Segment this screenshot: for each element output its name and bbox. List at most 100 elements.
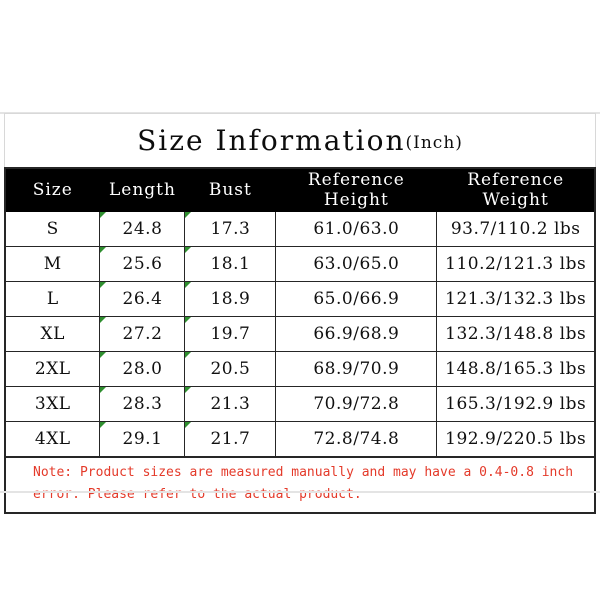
- table-row: S 24.8 17.3 61.0/63.0 93.7/110.2 lbs: [4, 211, 596, 247]
- cell-value: 18.9: [210, 289, 251, 309]
- cell-reference-weight: 110.2/121.3 lbs: [436, 246, 596, 282]
- table-row: M 25.6 18.1 63.0/65.0 110.2/121.3 lbs: [4, 246, 596, 282]
- cell-reference-weight: 121.3/132.3 lbs: [436, 281, 596, 317]
- header-reference-height: Reference Height: [275, 167, 438, 212]
- note-line: Note: Product sizes are measured manuall…: [33, 465, 574, 480]
- cell-reference-weight: 148.8/165.3 lbs: [436, 351, 596, 387]
- header-length: Length: [99, 167, 186, 212]
- note-box: Note: Product sizes are measured manuall…: [4, 458, 596, 514]
- excel-flag-icon: [185, 422, 192, 428]
- cell-reference-height: 68.9/70.9: [275, 351, 438, 387]
- cell-bust: 21.3: [184, 386, 277, 422]
- cell-value: 66.9/68.9: [313, 324, 400, 344]
- cell-length: 28.0: [99, 351, 186, 387]
- table-header-row: Size Length Bust Reference Height Reference …: [4, 167, 596, 212]
- cell-reference-height: 65.0/66.9: [275, 281, 438, 317]
- cell-reference-height: 61.0/63.0: [275, 211, 438, 247]
- cell-length: 25.6: [99, 246, 186, 282]
- cell-value: 93.7/110.2 lbs: [450, 219, 581, 239]
- cell-value: XL: [40, 324, 65, 344]
- cell-value: 4XL: [34, 429, 71, 449]
- chart-title: Size Information (Inch): [4, 113, 596, 167]
- excel-flag-icon: [185, 212, 192, 218]
- cell-value: 110.2/121.3 lbs: [445, 254, 587, 274]
- cell-bust: 19.7: [184, 316, 277, 352]
- cell-length: 28.3: [99, 386, 186, 422]
- cell-value: 18.1: [210, 254, 251, 274]
- table-row: 3XL 28.3 21.3 70.9/72.8 165.3/192.9 lbs: [4, 386, 596, 422]
- cell-value: 25.6: [122, 254, 163, 274]
- excel-flag-icon: [185, 387, 192, 393]
- table-row: 4XL 29.1 21.7 72.8/74.8 192.9/220.5 lbs: [4, 421, 596, 458]
- cell-length: 24.8: [99, 211, 186, 247]
- table-row: 2XL 28.0 20.5 68.9/70.9 148.8/165.3 lbs: [4, 351, 596, 387]
- cell-value: 29.1: [122, 429, 163, 449]
- cell-value: 26.4: [122, 289, 163, 309]
- cell-reference-weight: 165.3/192.9 lbs: [436, 386, 596, 422]
- cell-reference-height: 72.8/74.8: [275, 421, 438, 458]
- size-table: Size Length Bust Reference Height Reference …: [4, 167, 596, 458]
- cell-length: 27.2: [99, 316, 186, 352]
- cell-value: 63.0/65.0: [313, 254, 400, 274]
- cell-value: 61.0/63.0: [313, 219, 400, 239]
- cell-value: 24.8: [122, 219, 163, 239]
- cell-reference-weight: 192.9/220.5 lbs: [436, 421, 596, 458]
- cell-length: 29.1: [99, 421, 186, 458]
- excel-flag-icon: [185, 282, 192, 288]
- cell-size: M: [4, 246, 101, 282]
- cell-value: 70.9/72.8: [313, 394, 400, 414]
- cell-value: 20.5: [210, 359, 251, 379]
- cell-value: 28.3: [122, 394, 163, 414]
- cell-value: 27.2: [122, 324, 163, 344]
- cell-bust: 17.3: [184, 211, 277, 247]
- cell-value: 17.3: [210, 219, 251, 239]
- cell-value: 132.3/148.8 lbs: [445, 324, 587, 344]
- cell-value: 65.0/66.9: [313, 289, 400, 309]
- cell-value: M: [43, 254, 62, 274]
- cell-size: 3XL: [4, 386, 101, 422]
- cell-size: XL: [4, 316, 101, 352]
- cell-value: 28.0: [122, 359, 163, 379]
- table-row: L 26.4 18.9 65.0/66.9 121.3/132.3 lbs: [4, 281, 596, 317]
- excel-flag-icon: [185, 317, 192, 323]
- excel-flag-icon: [100, 317, 107, 323]
- cell-value: 72.8/74.8: [313, 429, 400, 449]
- cell-reference-height: 70.9/72.8: [275, 386, 438, 422]
- excel-flag-icon: [100, 212, 107, 218]
- excel-flag-icon: [185, 247, 192, 253]
- cell-value: 165.3/192.9 lbs: [445, 394, 587, 414]
- cell-value: 148.8/165.3 lbs: [445, 359, 587, 379]
- excel-flag-icon: [100, 387, 107, 393]
- cell-value: 21.3: [210, 394, 251, 414]
- frame-bottom-divider: [0, 491, 600, 493]
- cell-bust: 20.5: [184, 351, 277, 387]
- cell-value: 21.7: [210, 429, 251, 449]
- excel-flag-icon: [100, 282, 107, 288]
- cell-size: 2XL: [4, 351, 101, 387]
- cell-bust: 18.1: [184, 246, 277, 282]
- cell-size: S: [4, 211, 101, 247]
- excel-flag-icon: [100, 247, 107, 253]
- cell-size: L: [4, 281, 101, 317]
- cell-bust: 18.9: [184, 281, 277, 317]
- header-bust: Bust: [184, 167, 277, 212]
- note-line: error. Please refer to the actual produc…: [33, 487, 362, 502]
- cell-value: 3XL: [34, 394, 71, 414]
- cell-reference-height: 66.9/68.9: [275, 316, 438, 352]
- cell-value: 2XL: [34, 359, 71, 379]
- title-text: Size Information: [137, 124, 406, 157]
- cell-value: 68.9/70.9: [313, 359, 400, 379]
- cell-bust: 21.7: [184, 421, 277, 458]
- excel-flag-icon: [100, 352, 107, 358]
- cell-value: S: [46, 219, 59, 239]
- excel-flag-icon: [185, 352, 192, 358]
- header-size: Size: [4, 167, 101, 212]
- excel-flag-icon: [100, 422, 107, 428]
- cell-value: L: [46, 289, 59, 309]
- header-reference-weight: Reference Weight: [436, 167, 596, 212]
- table-row: XL 27.2 19.7 66.9/68.9 132.3/148.8 lbs: [4, 316, 596, 352]
- cell-reference-height: 63.0/65.0: [275, 246, 438, 282]
- cell-size: 4XL: [4, 421, 101, 458]
- cell-reference-weight: 132.3/148.8 lbs: [436, 316, 596, 352]
